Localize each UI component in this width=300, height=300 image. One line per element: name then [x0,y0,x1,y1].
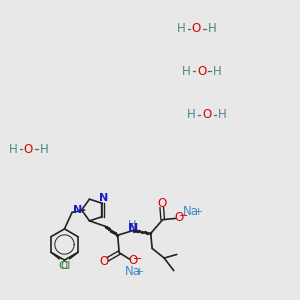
Text: H: H [128,220,136,230]
Text: H: H [8,143,17,156]
Text: H: H [187,108,196,121]
Text: O: O [175,211,184,224]
Text: −: − [179,211,188,221]
Text: O: O [24,143,33,156]
Text: −: − [133,254,142,264]
Text: H: H [40,143,49,156]
Text: Na: Na [125,265,141,278]
Text: N: N [99,194,108,203]
Text: H: H [218,108,227,121]
Text: O: O [202,108,211,121]
Text: H: H [208,22,217,35]
Text: O: O [157,196,167,210]
Text: O: O [99,254,109,268]
Text: Na: Na [183,205,199,218]
Text: O: O [129,254,138,267]
Text: O: O [192,22,201,35]
Text: +: + [135,267,145,277]
Text: H: H [182,65,190,78]
Text: H: H [213,65,222,78]
Text: H: H [176,22,185,35]
Text: +: + [194,207,203,217]
Text: Cl: Cl [58,261,69,271]
Text: O: O [197,65,206,78]
Text: N: N [73,205,82,215]
Text: N: N [128,222,138,236]
Text: Cl: Cl [60,261,71,271]
